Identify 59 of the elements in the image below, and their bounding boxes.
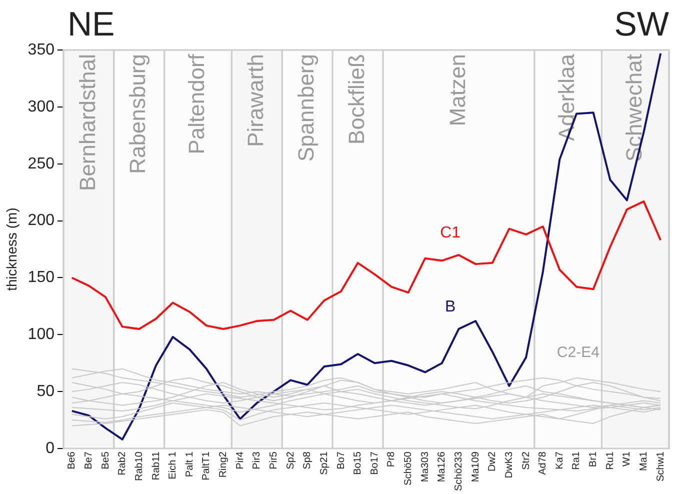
band-label: Schwechat <box>621 54 646 162</box>
x-tick-label: Pir3 <box>252 451 263 470</box>
x-tick-label: Pr8 <box>386 451 398 468</box>
x-tick-label: Str2 <box>520 451 532 470</box>
y-tick-label: 50 <box>36 382 55 400</box>
series-label: B <box>445 298 456 316</box>
x-tick-label: Bo7 <box>336 451 347 470</box>
y-tick-label: 250 <box>28 155 55 172</box>
series-label: C1 <box>440 224 461 242</box>
x-tick-label: Ma1 <box>638 451 650 471</box>
band-label: Bernhardsthal <box>74 54 100 191</box>
x-tick-label: Ka7 <box>554 451 566 470</box>
x-tick-label: DwK3 <box>504 451 515 478</box>
y-axis-title: thickness (m) <box>3 208 20 291</box>
x-tick-label: Ad78 <box>538 451 549 475</box>
text: SW <box>614 5 669 44</box>
x-tick-label: Sp2 <box>285 451 296 470</box>
x-tick-label: Ring2 <box>218 451 230 478</box>
x-tick-label: Be7 <box>83 451 94 470</box>
x-tick-label: Pir5 <box>268 451 280 470</box>
x-tick-label: Schw1 <box>655 451 666 482</box>
x-tick-label: Rab11 <box>150 451 162 480</box>
x-tick-label: Ru1 <box>604 451 616 470</box>
y-tick-label: 350 <box>28 41 55 58</box>
y-tick-label: 300 <box>28 98 55 116</box>
band-label: Pirawarth <box>242 54 268 147</box>
y-tick-label: 100 <box>28 326 55 344</box>
band-label: Bockfließ <box>344 54 369 144</box>
x-tick-label: Br1 <box>588 451 600 468</box>
x-tick-label: Schö233 <box>454 451 465 492</box>
x-tick-label: W1 <box>622 451 633 467</box>
x-tick-label: Rab2 <box>117 451 128 476</box>
x-tick-label: Pir4 <box>234 451 246 470</box>
y-tick-label: 200 <box>28 212 55 230</box>
band-label: Matzen <box>444 54 470 126</box>
x-tick-label: Bo17 <box>369 451 380 475</box>
x-tick-label: PaltT1 <box>201 451 212 480</box>
band-label: Paltendorf <box>184 53 210 154</box>
x-tick-label: Rab10 <box>134 451 145 481</box>
band-label: Aderklaa <box>554 53 580 141</box>
x-tick-label: Be6 <box>66 451 78 470</box>
band-label: Rabensburg <box>125 54 150 174</box>
x-tick-label: Dw2 <box>487 451 498 472</box>
x-tick-label: Bo15 <box>352 451 364 475</box>
x-tick-label: Palt 1 <box>184 451 196 478</box>
y-tick-label: 0 <box>46 440 55 457</box>
x-tick-label: Ma303 <box>420 451 431 482</box>
y-tick-label: 150 <box>28 269 55 286</box>
x-tick-label: Be5 <box>100 451 112 470</box>
x-tick-label: Ra1 <box>571 451 582 470</box>
x-tick-label: Ma126 <box>436 451 448 482</box>
x-tick-label: Schö50 <box>403 451 414 486</box>
x-tick-label: Eich 1 <box>168 451 179 480</box>
x-tick-label: Sp8 <box>302 451 314 470</box>
x-tick-label: Sp21 <box>318 451 330 475</box>
annotation: C2-E4 <box>556 344 600 362</box>
text: NE <box>67 5 115 44</box>
x-tick-label: Ma109 <box>470 451 482 482</box>
band-label: Spannberg <box>293 54 318 162</box>
